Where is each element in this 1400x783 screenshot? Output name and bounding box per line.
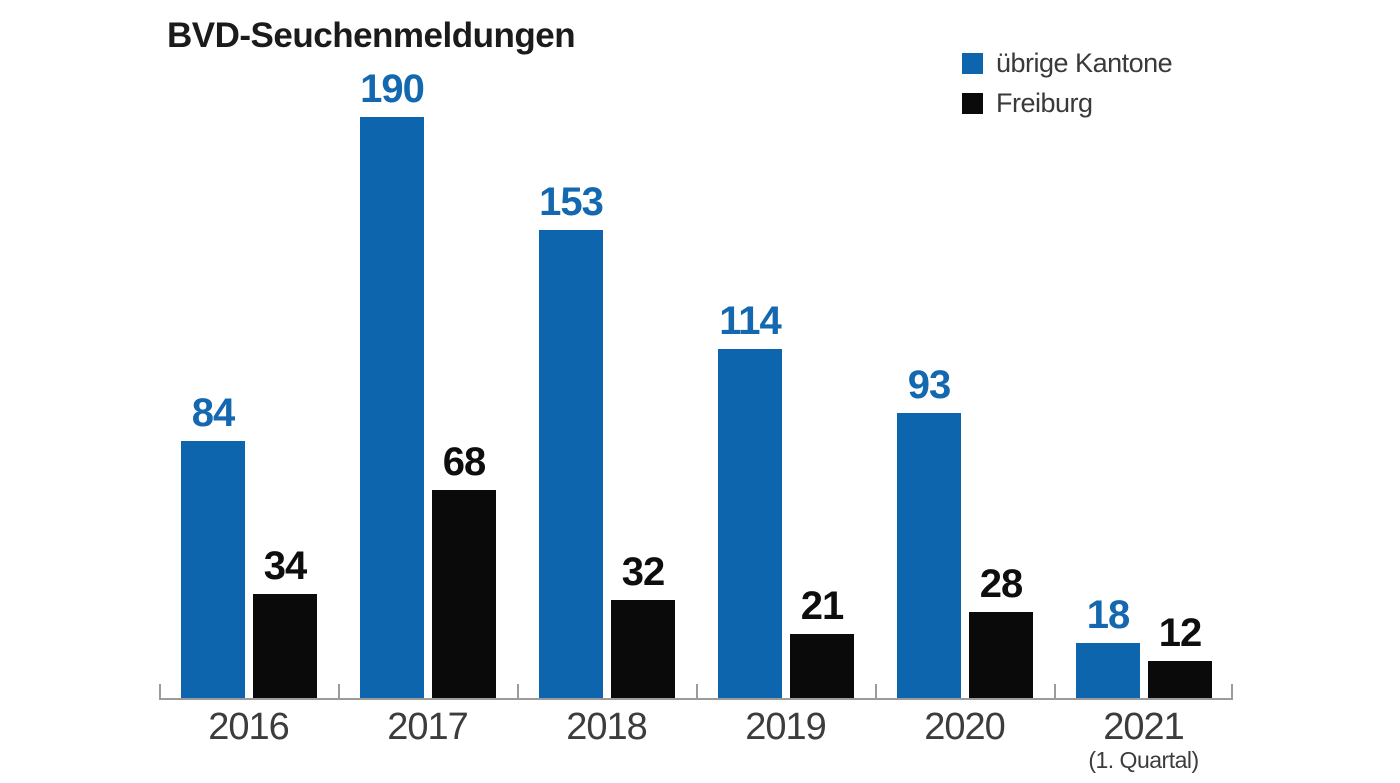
plot-area: 84 34 2016 190 68 2017 153 32 2018 114 21 2019 93 28 2… <box>159 0 1233 773</box>
value-label: 84 <box>191 391 236 435</box>
value-label: 190 <box>360 67 425 111</box>
tick-mark <box>517 684 519 700</box>
bar-uebrige-kantone <box>360 117 424 698</box>
value-label: 68 <box>442 440 487 484</box>
value-label: 28 <box>979 562 1024 606</box>
value-label: 153 <box>539 180 604 224</box>
bar-uebrige-kantone <box>181 441 245 698</box>
bar-uebrige-kantone <box>539 230 603 698</box>
bar-freiburg <box>969 612 1033 698</box>
category-label: 2019 <box>745 706 827 748</box>
bar-freiburg <box>432 490 496 698</box>
legend-swatch-blue-icon <box>962 52 983 74</box>
category-label: 2020 <box>924 706 1006 748</box>
category-label: 2016 <box>208 706 290 748</box>
bar-freiburg <box>253 594 317 698</box>
legend: übrige Kantone Freiburg <box>962 47 1173 128</box>
tick-mark <box>338 684 340 700</box>
tick-mark <box>875 684 877 700</box>
tick-mark <box>696 684 698 700</box>
tick-mark <box>1231 684 1233 700</box>
chart-title: BVD-Seuchenmeldungen <box>167 16 576 55</box>
category-note: (1. Quartal) <box>1088 747 1199 773</box>
category-label: 2018 <box>566 706 648 748</box>
value-label: 114 <box>719 299 782 343</box>
legend-swatch-black-icon <box>962 92 983 114</box>
value-label: 18 <box>1086 593 1131 637</box>
value-label: 34 <box>263 544 308 588</box>
value-label: 93 <box>907 363 952 407</box>
legend-item-freiburg: Freiburg <box>962 88 1172 118</box>
value-label: 12 <box>1158 611 1203 655</box>
category-label: 2017 <box>387 706 469 748</box>
value-label: 32 <box>621 550 666 594</box>
tick-mark <box>1054 684 1056 700</box>
legend-item-uebrige-kantone: übrige Kantone <box>962 47 1173 78</box>
category-label: 2021 <box>1103 706 1185 748</box>
bar-uebrige-kantone <box>897 413 961 698</box>
legend-label: übrige Kantone <box>996 47 1173 78</box>
legend-label: Freiburg <box>996 87 1093 118</box>
bar-uebrige-kantone <box>1076 643 1140 698</box>
tick-mark <box>159 684 161 700</box>
value-label: 21 <box>800 584 845 628</box>
bar-freiburg <box>790 634 854 698</box>
bar-freiburg <box>611 600 675 698</box>
bar-uebrige-kantone <box>718 349 782 698</box>
bar-freiburg <box>1148 661 1212 698</box>
